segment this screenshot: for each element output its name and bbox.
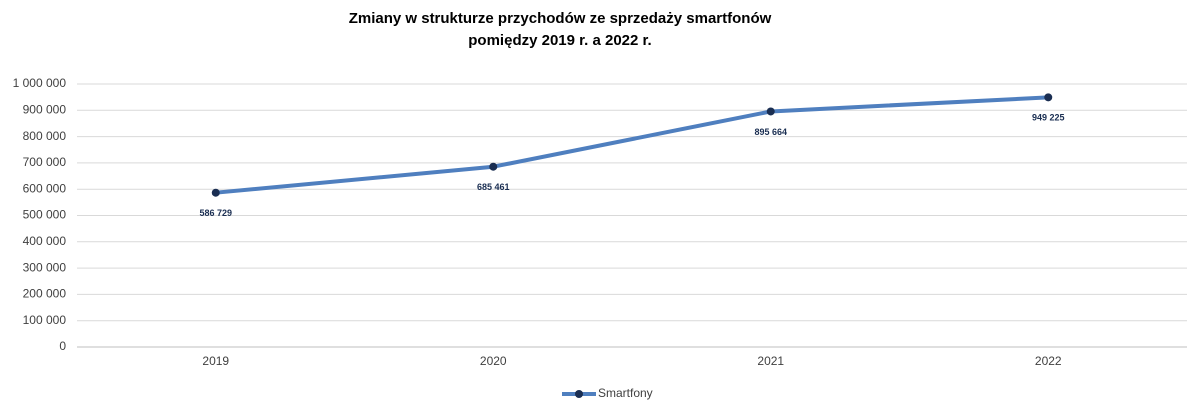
x-tick-label: 2019 bbox=[202, 354, 229, 368]
data-label: 949 225 bbox=[1032, 113, 1065, 123]
x-tick-label: 2020 bbox=[480, 354, 507, 368]
data-label: 685 461 bbox=[477, 182, 510, 192]
y-tick-label: 600 000 bbox=[23, 181, 67, 195]
chart-title: Zmiany w strukturze przychodów ze sprzed… bbox=[349, 10, 772, 27]
marker bbox=[766, 107, 775, 116]
line bbox=[215, 95, 1049, 195]
y-tick-label: 0 bbox=[59, 339, 66, 353]
y-tick-label: 800 000 bbox=[23, 129, 67, 143]
y-tick-label: 100 000 bbox=[23, 313, 67, 327]
y-tick-label: 500 000 bbox=[23, 208, 67, 222]
y-tick-label: 900 000 bbox=[23, 102, 67, 116]
y-tick-label: 400 000 bbox=[23, 234, 67, 248]
marker bbox=[211, 188, 220, 197]
x-tick-label: 2021 bbox=[757, 354, 784, 368]
y-tick-label: 200 000 bbox=[23, 287, 67, 301]
marker bbox=[489, 162, 498, 171]
marker bbox=[1044, 93, 1053, 102]
data-label: 895 664 bbox=[754, 127, 787, 137]
y-tick-label: 300 000 bbox=[23, 260, 67, 274]
legend-marker bbox=[575, 390, 583, 398]
data-label: 586 729 bbox=[199, 208, 232, 218]
y-tick-label: 700 000 bbox=[23, 155, 67, 169]
legend-label: Smartfony bbox=[598, 386, 653, 400]
x-tick-label: 2022 bbox=[1035, 354, 1062, 368]
chart-title: pomiędzy 2019 r. a 2022 r. bbox=[468, 32, 651, 49]
y-tick-label: 1 000 000 bbox=[13, 76, 67, 90]
